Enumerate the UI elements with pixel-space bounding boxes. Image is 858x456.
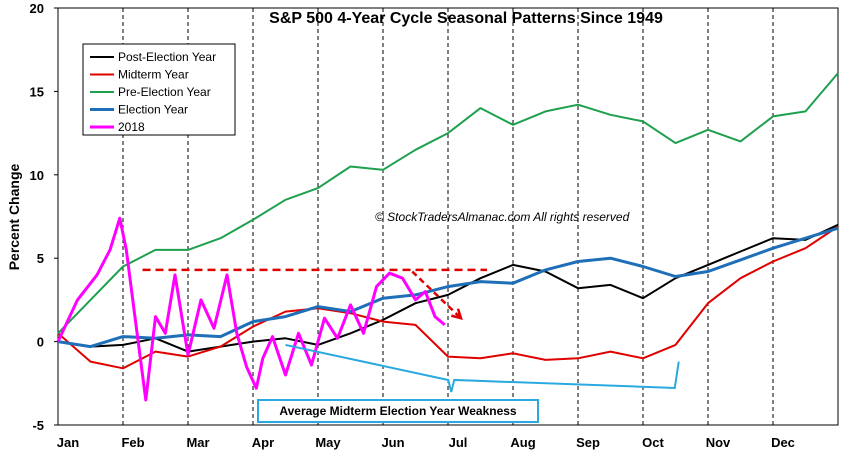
y-tick-label: 15 (30, 84, 44, 99)
legend-label: Post-Election Year (118, 50, 216, 64)
annotation-text: Average Midterm Election Year Weakness (279, 404, 517, 418)
legend-label: Midterm Year (118, 68, 189, 82)
arrow-shaft (411, 270, 462, 320)
x-tick-label: Aug (510, 435, 535, 450)
y-axis: -5 0 5 10 15 20 (30, 1, 58, 433)
x-tick-label: Jul (449, 435, 468, 450)
x-tick-label: May (315, 435, 341, 450)
y-tick-label: 0 (37, 335, 44, 350)
y-tick-label: -5 (32, 418, 44, 433)
series-lines (56, 72, 839, 402)
series-line-election-year (57, 226, 839, 349)
arrow-head (451, 308, 463, 321)
y-tick-label: 10 (30, 168, 44, 183)
x-tick-label: Sep (576, 435, 600, 450)
annotations (142, 268, 680, 393)
series-line-midterm-year (57, 225, 839, 370)
x-tick-label: Oct (642, 435, 664, 450)
x-tick-label: Feb (121, 435, 144, 450)
x-axis: Jan Feb Mar Apr May Jun Jul Aug Sep Oct Nov Dec (57, 435, 795, 450)
chart-title: S&P 500 4-Year Cycle Seasonal Patterns S… (269, 10, 663, 27)
x-tick-label: Jun (381, 435, 404, 450)
legend: Post-Election Year Midterm Year Pre-Electi… (82, 43, 236, 136)
x-tick-label: Jan (57, 435, 79, 450)
weakness-bracket (285, 343, 680, 393)
y-tick-label: 20 (30, 1, 44, 16)
legend-label: 2018 (118, 120, 145, 134)
series-line-2018 (56, 216, 446, 402)
legend-label: Pre-Election Year (118, 85, 211, 99)
x-tick-label: Mar (186, 435, 209, 450)
y-tick-label: 5 (37, 251, 44, 266)
copyright-note: © StockTradersAlmanac.com All rights res… (375, 210, 630, 224)
y-axis-label: Percent Change (6, 163, 22, 270)
series-line-pre-election-year (57, 72, 839, 334)
legend-box (82, 43, 236, 136)
plot-area: -5 0 5 10 15 20 Jan Feb Mar Apr May Jun Jul Aug Sep Oc… (30, 1, 839, 450)
x-tick-label: Dec (771, 435, 795, 450)
annotation-box (257, 399, 539, 423)
x-tick-label: Nov (706, 435, 731, 450)
x-tick-label: Apr (252, 435, 274, 450)
legend-label: Election Year (118, 103, 188, 117)
annotation-callout: Average Midterm Election Year Weakness (257, 399, 539, 423)
